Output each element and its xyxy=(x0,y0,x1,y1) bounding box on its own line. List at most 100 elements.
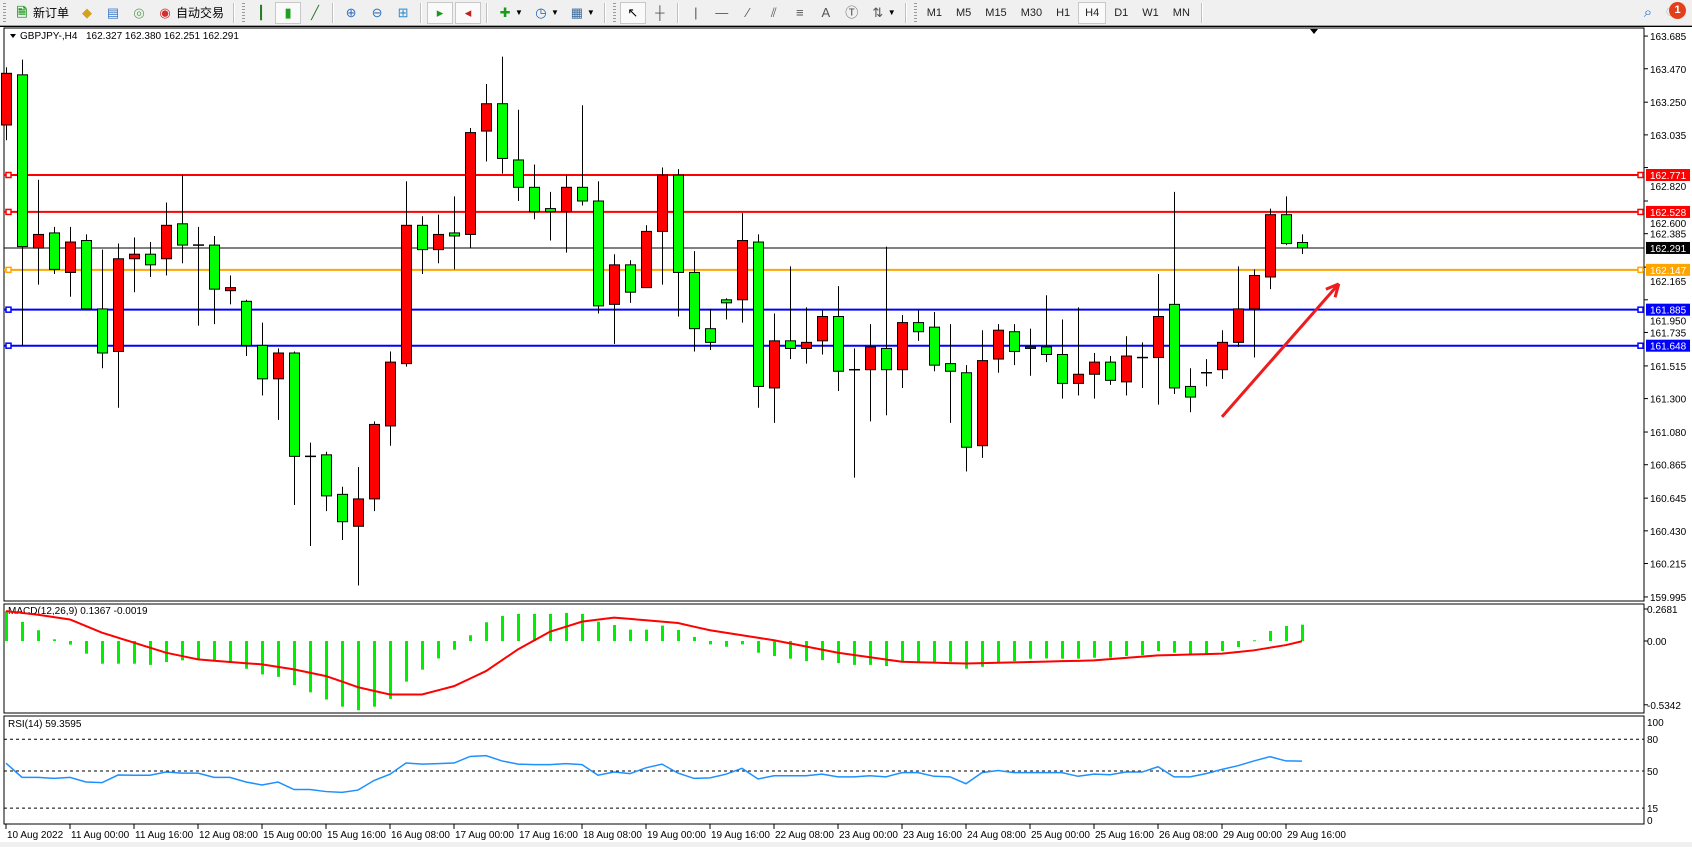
folder-icon: ◆ xyxy=(82,4,93,20)
toolbar-divider xyxy=(904,2,907,23)
macd-histogram-bar xyxy=(933,641,936,662)
price-tick-label: 162.385 xyxy=(1650,230,1687,241)
bear-candle xyxy=(929,326,940,366)
toolbar-grip[interactable] xyxy=(242,2,246,23)
text-label-button[interactable]: Ⓣ xyxy=(840,2,864,24)
macd-histogram-bar xyxy=(1157,641,1160,652)
time-tick-label: 25 Aug 16:00 xyxy=(1095,830,1154,841)
bear-candle xyxy=(145,253,156,266)
bull-candle xyxy=(737,240,748,301)
level-price-tag xyxy=(1646,263,1690,276)
macd-histogram-bar xyxy=(629,629,632,641)
macd-histogram-bar xyxy=(229,641,232,663)
signals-button[interactable]: ◎ xyxy=(127,2,151,24)
bull-candle xyxy=(65,241,76,273)
toolbar-grip[interactable] xyxy=(913,2,917,23)
terminal-button[interactable]: ▤ xyxy=(101,2,125,24)
chart-symbol-label: GBPJPY-,H4 xyxy=(20,31,78,42)
bear-candle xyxy=(833,316,844,372)
notification-badge[interactable]: 1 xyxy=(1669,2,1686,19)
price-tick-label: 163.470 xyxy=(1650,65,1687,76)
bear-candle xyxy=(1297,241,1308,249)
macd-histogram-bar xyxy=(1013,641,1016,662)
bear-candle xyxy=(1041,346,1052,356)
bull-candle xyxy=(385,361,396,427)
timeframe-w1-button[interactable]: W1 xyxy=(1142,6,1159,19)
periods-button[interactable]: ◷ ▼ xyxy=(529,2,563,24)
toolbar-grip[interactable] xyxy=(3,2,6,23)
bull-candle xyxy=(113,258,124,352)
zoom-in-button[interactable]: ⊕ xyxy=(339,2,363,24)
toolbar-grip[interactable] xyxy=(612,2,616,23)
crosshair-button[interactable]: ┼ xyxy=(648,2,672,24)
bear-candle xyxy=(545,208,556,213)
time-tick-label: 17 Aug 00:00 xyxy=(455,830,514,841)
new-order-button[interactable]: 🗎 新订单 xyxy=(10,2,73,24)
vertical-line-button[interactable]: | xyxy=(684,2,708,24)
macd-histogram-bar xyxy=(965,641,968,669)
timeframe-m30-button[interactable]: M30 xyxy=(1020,6,1043,19)
rsi-label: RSI(14) 59.3595 xyxy=(8,719,82,730)
trendline-button[interactable]: ∕ xyxy=(736,2,760,24)
timeframe-m1-button[interactable]: M1 xyxy=(926,6,942,19)
bear-candle xyxy=(625,264,636,293)
history-center-button[interactable]: ◆ xyxy=(75,2,99,24)
auto-scroll-button[interactable]: ▸ xyxy=(427,1,454,24)
time-tick-label: 29 Aug 00:00 xyxy=(1223,830,1282,841)
tile-windows-button[interactable]: ⊞ xyxy=(391,2,415,24)
auto-trading-button[interactable]: ◉ 自动交易 xyxy=(153,2,228,24)
candlestick-chart-button[interactable]: ▮ xyxy=(275,1,302,24)
bull-candle xyxy=(897,322,908,371)
macd-histogram-bar xyxy=(981,641,984,667)
search-icon[interactable]: ⌕ xyxy=(1643,3,1653,21)
timeframe-mn-button[interactable]: MN xyxy=(1172,6,1190,19)
timeframe-d1-button[interactable]: D1 xyxy=(1114,6,1129,19)
bull-candle xyxy=(1153,316,1164,359)
level-price-label: 162.147 xyxy=(1650,266,1687,277)
bull-candle xyxy=(33,233,44,249)
indicators-button[interactable]: ✚ ▼ xyxy=(493,2,527,24)
price-tick-label: 161.080 xyxy=(1650,428,1687,439)
macd-histogram-bar xyxy=(293,641,296,686)
vertical-line-icon: | xyxy=(694,4,698,20)
chart-shift-button[interactable]: ◂ xyxy=(455,1,482,24)
macd-histogram-bar xyxy=(213,641,216,662)
toolbar-divider xyxy=(420,2,423,23)
bull-candle xyxy=(129,253,140,260)
macd-histogram-bar xyxy=(597,621,600,641)
time-tick-label: 18 Aug 08:00 xyxy=(583,830,642,841)
timeframe-m15-button[interactable]: M15 xyxy=(985,6,1007,19)
macd-histogram-bar xyxy=(469,635,472,641)
fibonacci-button[interactable]: ≡ xyxy=(788,2,812,24)
horizontal-line-button[interactable]: — xyxy=(710,2,734,24)
level-anchor-handle xyxy=(1637,306,1644,313)
templates-button[interactable]: ▦ ▼ xyxy=(565,2,599,24)
timeframe-h4-button[interactable]: H4 xyxy=(1078,1,1107,24)
equidistant-channel-button[interactable]: ⫽ xyxy=(762,2,786,24)
zoom-out-button[interactable]: ⊖ xyxy=(365,2,389,24)
bull-candle xyxy=(609,264,620,305)
trendline-icon: ∕ xyxy=(746,4,749,20)
chart-ohlc-label: 162.327 162.380 162.251 162.291 xyxy=(86,31,239,42)
text-button[interactable]: A xyxy=(814,2,838,24)
fibonacci-icon: ≡ xyxy=(796,4,804,20)
bar-chart-button[interactable]: ┃ xyxy=(249,2,273,24)
macd-histogram-bar xyxy=(1253,640,1256,642)
rsi-tick-label: 50 xyxy=(1647,767,1659,778)
cursor-button[interactable]: ↖ xyxy=(619,1,646,24)
bull-candle xyxy=(1121,355,1132,383)
clock-icon: ◷ xyxy=(535,4,547,20)
macd-tick-label: 0.2681 xyxy=(1647,605,1678,616)
channel-icon: ⫽ xyxy=(770,4,777,20)
price-tick-label: 163.685 xyxy=(1650,32,1687,43)
macd-histogram-bar xyxy=(437,641,440,659)
bull-candle xyxy=(401,224,412,365)
line-chart-button[interactable]: ╱ xyxy=(303,2,327,24)
rsi-pane xyxy=(3,715,1645,825)
toolbar-divider xyxy=(486,2,489,23)
timeframe-h1-button[interactable]: H1 xyxy=(1056,6,1071,19)
arrows-button[interactable]: ⇅ ▼ xyxy=(866,2,900,24)
bear-candle xyxy=(417,224,428,251)
timeframe-m5-button[interactable]: M5 xyxy=(956,6,972,19)
